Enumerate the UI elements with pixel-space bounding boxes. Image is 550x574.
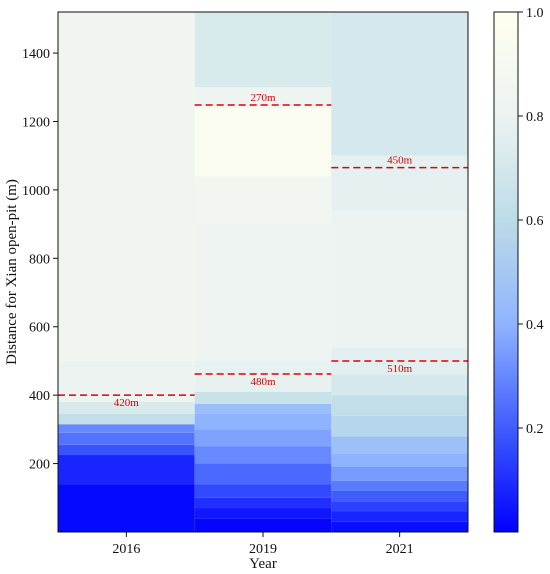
heatmap-cell [58, 413, 195, 425]
threshold-label: 480m [250, 376, 276, 388]
heatmap-cell [194, 224, 332, 361]
threshold-label: 420m [114, 397, 140, 409]
heatmap-cell [58, 424, 195, 433]
y-tick-label: 1400 [22, 47, 50, 62]
colorbar: 0.2 0.4 0.6 0.8 1.0 [493, 6, 544, 533]
heatmap-cell [194, 107, 332, 177]
colorbar-tick-label: 0.6 [526, 214, 544, 229]
colorbar-tick-label: 1.0 [526, 6, 544, 21]
heatmap-cell [194, 429, 332, 447]
heatmap-cell [194, 87, 332, 108]
y-tick-label: 800 [29, 252, 50, 267]
x-axis: 2016 2019 2021 [112, 532, 414, 557]
heatmap-cell [331, 453, 468, 467]
heatmap-cell [331, 395, 468, 416]
threshold-label: 450m [387, 155, 413, 167]
heatmap-cell [194, 484, 332, 498]
heatmap-cell [58, 402, 195, 414]
heatmap-cell [331, 467, 468, 481]
heatmap-cell [331, 210, 468, 348]
y-tick-label: 1200 [22, 115, 50, 130]
heatmap-cell [194, 463, 332, 485]
colorbar-gradient-bar [493, 11, 519, 533]
heatmap-cell [194, 176, 332, 225]
heatmap-cell [331, 415, 468, 437]
heatmap-cell [58, 12, 195, 361]
heatmap-cell [331, 12, 468, 156]
heatmap-cell [194, 508, 332, 519]
heatmap-cell [194, 12, 332, 88]
heatmap-cell [194, 446, 332, 464]
heatmap-layer [58, 12, 468, 532]
heatmap-cell [194, 360, 332, 392]
heatmap-cell [331, 501, 468, 512]
colorbar-tick-label: 0.2 [526, 422, 544, 437]
y-tick-label: 600 [29, 321, 50, 336]
heatmap-cell [194, 391, 332, 404]
heatmap-cell [194, 403, 332, 414]
colorbar-tick-label: 0.8 [526, 110, 544, 125]
heatmap-cell [58, 455, 195, 485]
y-axis-label: Distance for Xian open-pit (m) [4, 179, 20, 365]
colorbar-ticks: 0.2 0.4 0.6 0.8 1.0 [518, 6, 544, 437]
heatmap-cell [331, 511, 468, 522]
y-tick-label: 200 [29, 458, 50, 473]
heatmap-cell [58, 432, 195, 445]
heatmap-cell [58, 484, 195, 532]
colorbar-tick-label: 0.4 [526, 318, 544, 333]
heatmap-cell [194, 497, 332, 509]
x-tick-label: 2019 [249, 542, 277, 557]
heatmap-cell [331, 436, 468, 454]
x-axis-label: Year [249, 556, 277, 572]
y-tick-label: 400 [29, 389, 50, 404]
heatmap-cell [58, 444, 195, 456]
threshold-label: 510m [387, 363, 413, 375]
heatmap-cell [331, 490, 468, 502]
y-tick-label: 1000 [22, 184, 50, 199]
heatmap-cell [331, 521, 468, 532]
heatmap-cell [194, 518, 332, 532]
threshold-label: 270m [250, 92, 276, 104]
heatmap-cell [194, 413, 332, 430]
x-tick-label: 2021 [386, 542, 414, 557]
heatmap-cell [331, 374, 468, 396]
heatmap-cell [331, 480, 468, 491]
annotation-layer: 420m 270m 480m 450m 510m [58, 92, 468, 409]
y-axis: 200 400 600 800 1000 1200 1400 [22, 47, 58, 473]
x-tick-label: 2016 [112, 542, 140, 557]
heatmap-cell [331, 155, 468, 211]
